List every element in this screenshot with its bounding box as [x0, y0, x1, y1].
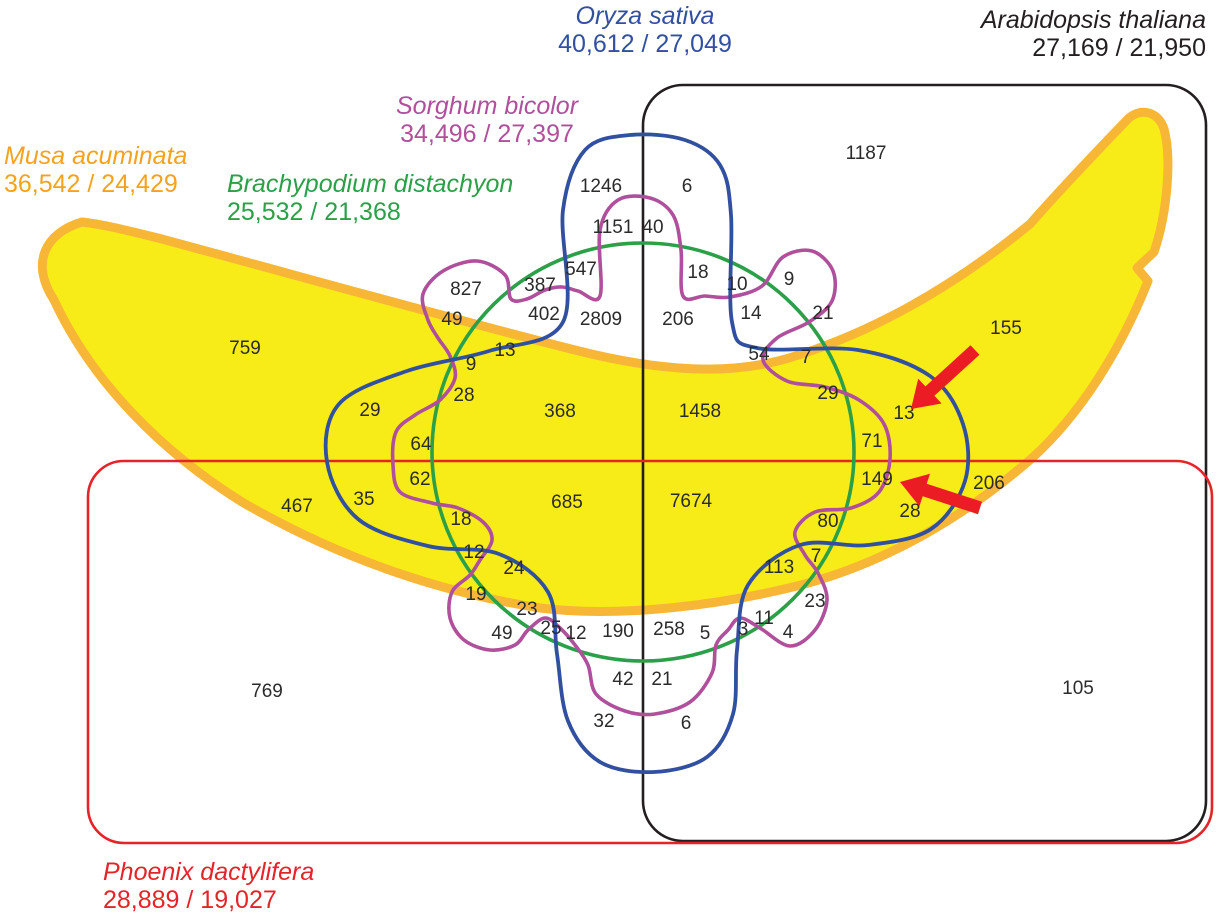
region-count: 54	[748, 344, 770, 365]
region-count: 9	[784, 269, 795, 290]
region-count: 759	[229, 338, 261, 359]
region-count: 62	[409, 469, 430, 490]
label-musa-acuminata: Musa acuminata 36,542 / 24,429	[4, 142, 284, 198]
region-count: 402	[528, 304, 560, 325]
region-count: 35	[353, 489, 374, 510]
species-name: Musa acuminata	[4, 142, 188, 170]
species-counts: 34,496 / 27,397	[400, 120, 574, 148]
label-arabidopsis-thaliana: Arabidopsis thaliana 27,169 / 21,950	[886, 6, 1206, 62]
region-count: 40	[642, 217, 663, 238]
region-count: 49	[491, 623, 512, 644]
region-count: 155	[990, 318, 1022, 339]
region-count: 7	[801, 347, 812, 368]
region-count: 18	[450, 509, 471, 530]
label-phoenix-dactylifera: Phoenix dactylifera 28,889 / 19,027	[103, 858, 423, 914]
species-counts: 27,169 / 21,950	[1032, 34, 1206, 62]
region-count: 368	[544, 401, 576, 422]
region-count: 1458	[679, 401, 721, 422]
region-count: 13	[893, 403, 914, 424]
region-count: 21	[812, 303, 833, 324]
region-count: 29	[359, 400, 380, 421]
region-count: 9	[466, 354, 477, 375]
region-count: 206	[973, 473, 1005, 494]
label-brachypodium-distachyon: Brachypodium distachyon 25,532 / 21,368	[227, 170, 647, 226]
species-counts: 28,889 / 19,027	[103, 886, 277, 914]
species-counts: 40,612 / 27,049	[558, 30, 732, 58]
region-count: 105	[1062, 678, 1094, 699]
region-count: 2809	[580, 309, 622, 330]
region-count: 3	[738, 619, 749, 640]
region-count: 14	[740, 303, 762, 324]
region-count: 258	[653, 619, 685, 640]
region-count: 1151	[593, 217, 634, 238]
region-count: 28	[899, 501, 920, 522]
region-count: 827	[450, 279, 482, 300]
region-count: 49	[441, 309, 462, 330]
region-count: 149	[861, 469, 893, 490]
region-count: 6	[681, 713, 692, 734]
oryza-curve	[323, 132, 971, 775]
region-count: 1187	[846, 143, 887, 164]
region-count: 5	[700, 623, 711, 644]
region-count: 71	[861, 431, 882, 452]
arabidopsis-rectangle	[641, 83, 1208, 843]
region-count: 29	[817, 383, 838, 404]
region-count: 11	[754, 608, 774, 629]
region-count: 23	[804, 591, 825, 612]
region-count: 21	[651, 669, 672, 690]
arrow-annotation-149	[900, 473, 982, 515]
sorghum-curve	[390, 194, 892, 717]
region-count: 19	[465, 584, 486, 605]
region-count: 28	[453, 385, 474, 406]
region-count: 23	[516, 599, 537, 620]
region-count: 685	[551, 492, 583, 513]
region-count: 12	[463, 542, 484, 563]
species-name: Phoenix dactylifera	[103, 858, 315, 886]
species-counts: 36,542 / 24,429	[4, 170, 178, 198]
species-name: Sorghum bicolor	[395, 92, 579, 120]
label-sorghum-bicolor: Sorghum bicolor 34,496 / 27,397	[337, 92, 637, 148]
region-count: 13	[494, 340, 515, 361]
region-count: 7674	[670, 491, 713, 512]
region-count: 7	[811, 546, 822, 567]
region-count: 42	[612, 669, 633, 690]
region-count: 25	[540, 618, 561, 639]
region-count: 24	[503, 558, 525, 579]
region-count: 190	[602, 621, 634, 642]
region-count: 64	[410, 434, 432, 455]
region-count: 4	[783, 622, 794, 643]
region-count: 206	[662, 309, 694, 330]
species-name: Oryza sativa	[575, 2, 715, 30]
region-count: 547	[565, 259, 597, 280]
label-oryza-sativa: Oryza sativa 40,612 / 27,049	[475, 2, 815, 58]
region-count: 80	[817, 511, 838, 532]
region-count: 10	[726, 274, 747, 295]
region-count: 113	[764, 557, 794, 578]
phoenix-rectangle	[86, 459, 1214, 845]
region-count: 387	[524, 275, 556, 296]
region-count: 32	[593, 711, 614, 732]
region-count: 6	[682, 176, 693, 197]
brachypodium-circle	[430, 241, 856, 663]
region-count: 12	[565, 623, 586, 644]
region-count: 18	[687, 262, 708, 283]
species-name: Brachypodium distachyon	[227, 170, 514, 198]
region-count: 769	[251, 681, 283, 702]
arrow-annotation-13	[911, 345, 980, 409]
musa-banana-shape	[37, 107, 1173, 616]
region-count: 467	[281, 496, 313, 517]
species-counts: 25,532 / 21,368	[227, 198, 401, 226]
region-count: 1246	[580, 176, 622, 197]
species-name: Arabidopsis thaliana	[980, 6, 1206, 34]
